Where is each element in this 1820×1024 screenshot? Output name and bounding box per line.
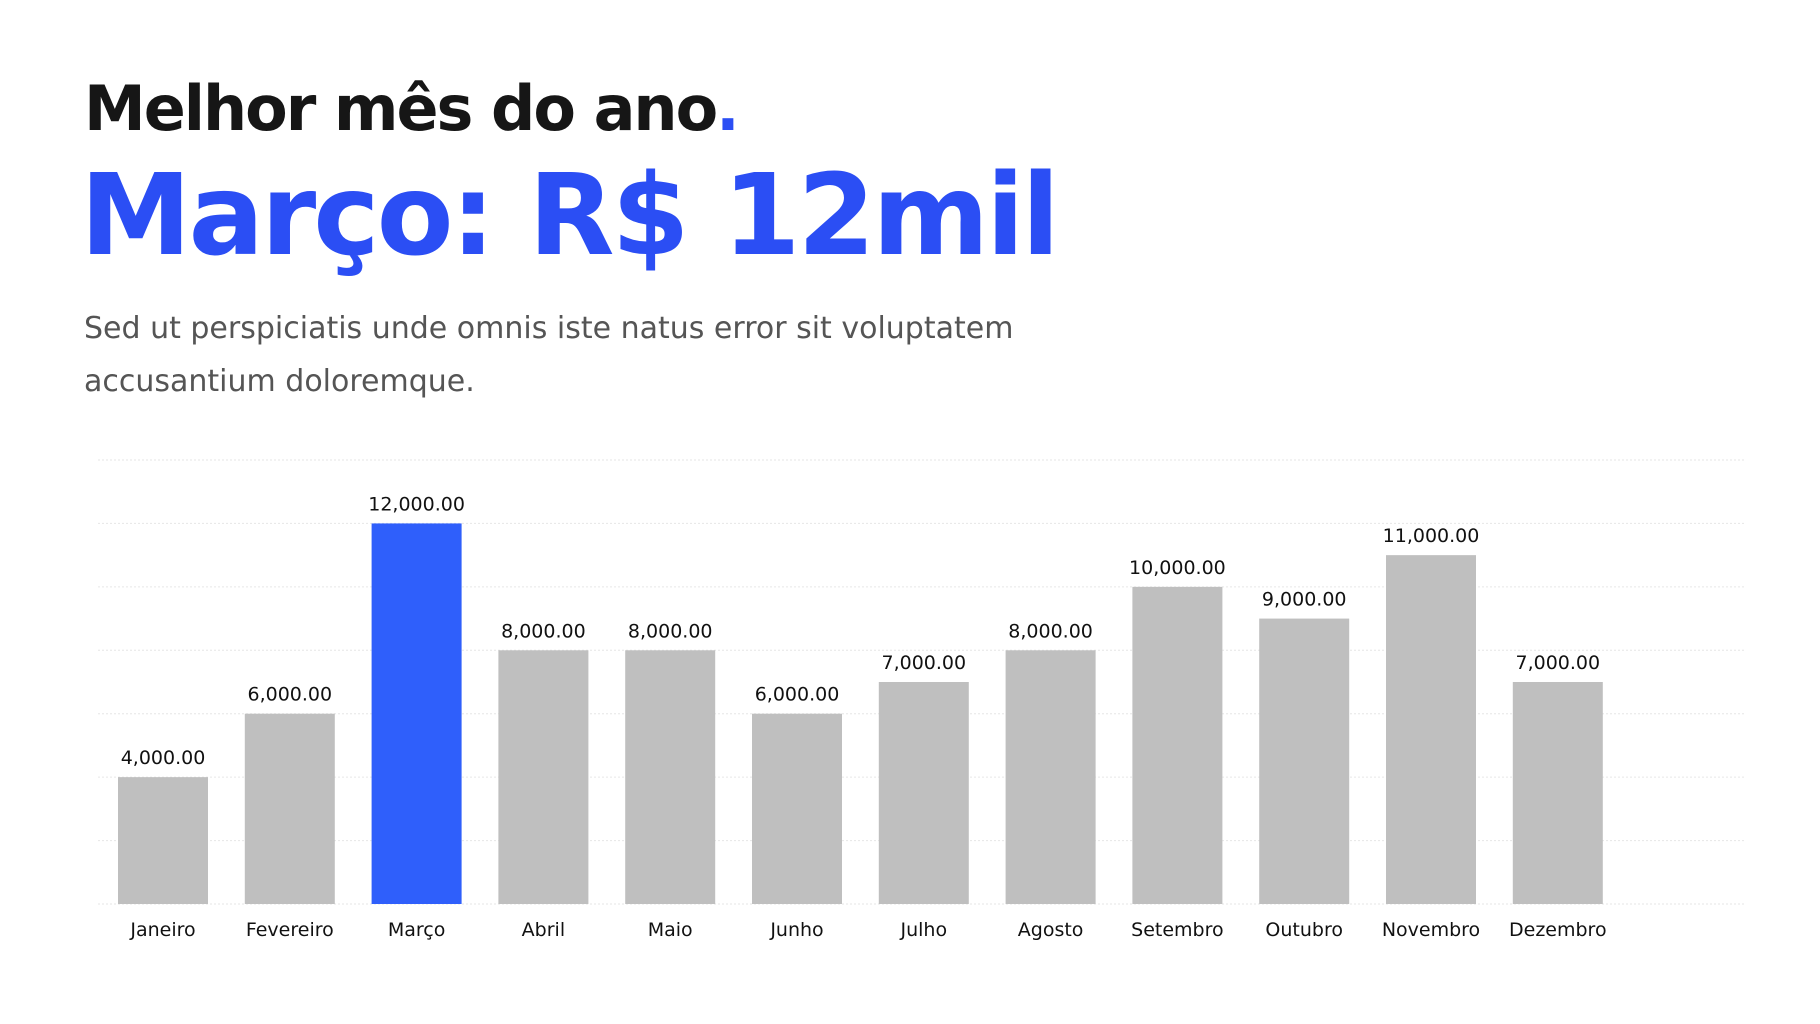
category-label-setembro: Setembro: [1131, 919, 1223, 941]
category-label-abril: Abril: [522, 919, 565, 941]
value-label-março: 12,000.00: [368, 493, 465, 515]
chart-category-labels: Janeiro Fevereiro Março Abril Maio Junho Julho…: [129, 919, 1606, 941]
value-label-abril: 8,000.00: [501, 620, 586, 642]
category-label-outubro: Outubro: [1265, 919, 1343, 941]
category-label-fevereiro: Fevereiro: [246, 919, 334, 941]
bar-junho: [752, 713, 842, 904]
chart-bars: [118, 523, 1603, 904]
category-label-agosto: Agosto: [1018, 919, 1084, 941]
category-label-março: Março: [388, 919, 446, 941]
page-title-dot: .: [716, 72, 740, 145]
best-month-highlight: Março: R$ 12mil: [80, 151, 1060, 281]
bar-dezembro: [1512, 682, 1603, 904]
category-label-dezembro: Dezembro: [1509, 919, 1607, 941]
bar-fevereiro: [244, 713, 335, 904]
value-label-janeiro: 4,000.00: [121, 747, 206, 769]
category-label-maio: Maio: [648, 919, 693, 941]
bar-janeiro: [118, 777, 208, 904]
value-label-maio: 8,000.00: [628, 620, 713, 642]
chart-value-labels: 4,000.00 6,000.00 12,000.00 8,000.00 8,000.0…: [121, 493, 1600, 769]
page-title-text: Melhor mês do ano: [84, 72, 718, 145]
value-label-novembro: 11,000.00: [1383, 525, 1480, 547]
value-label-junho: 6,000.00: [755, 684, 840, 706]
value-label-setembro: 10,000.00: [1129, 557, 1226, 579]
description-text: Sed ut perspiciatis unde omnis iste natu…: [84, 311, 1014, 399]
value-label-dezembro: 7,000.00: [1515, 652, 1600, 674]
bar-maio: [625, 650, 716, 904]
bar-novembro: [1386, 555, 1476, 904]
bar-março: [371, 523, 462, 904]
value-label-fevereiro: 6,000.00: [247, 684, 332, 706]
bar-setembro: [1132, 586, 1223, 904]
value-label-outubro: 9,000.00: [1262, 589, 1347, 611]
category-label-julho: Julho: [900, 919, 948, 941]
bar-outubro: [1259, 618, 1350, 904]
category-label-janeiro: Janeiro: [129, 919, 195, 941]
bar-agosto: [1005, 650, 1096, 904]
bar-abril: [498, 650, 589, 904]
bar-julho: [878, 682, 969, 904]
page-title: Melhor mês do ano.: [84, 78, 740, 140]
value-label-julho: 7,000.00: [881, 652, 966, 674]
category-label-junho: Junho: [769, 919, 823, 941]
value-label-agosto: 8,000.00: [1008, 620, 1093, 642]
category-label-novembro: Novembro: [1382, 919, 1480, 941]
